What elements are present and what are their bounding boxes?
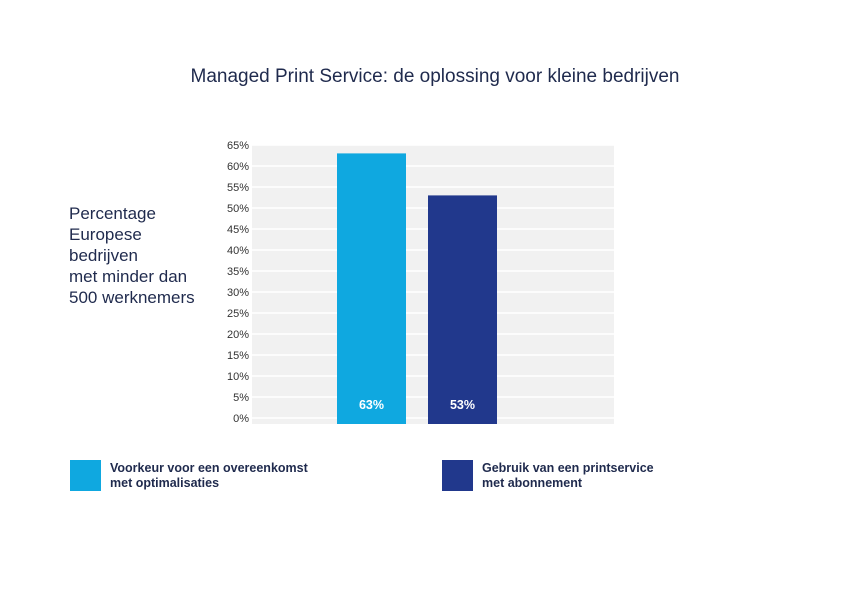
y-tick-label: 0% bbox=[233, 413, 249, 425]
legend-item-abonnement: Gebruik van een printservice met abonnem… bbox=[442, 460, 654, 491]
y-tick-label: 25% bbox=[227, 308, 249, 320]
legend-label-line: met optimalisaties bbox=[110, 476, 220, 490]
y-tick-label: 20% bbox=[227, 329, 249, 341]
y-tick-label: 50% bbox=[227, 203, 249, 215]
y-tick-label: 45% bbox=[227, 224, 249, 236]
y-tick-label: 5% bbox=[233, 392, 249, 404]
y-tick-label: 40% bbox=[227, 245, 249, 257]
y-axis-label-line: Percentage bbox=[69, 204, 156, 223]
bar-data-label: 53% bbox=[450, 398, 475, 412]
y-axis-label: Percentage Europese bedrijven met minder… bbox=[69, 203, 195, 308]
y-tick-label: 65% bbox=[227, 140, 249, 152]
legend-label-line: Gebruik van een printservice bbox=[482, 461, 654, 475]
y-axis-label-line: Europese bbox=[69, 225, 142, 244]
y-tick-label: 30% bbox=[227, 287, 249, 299]
y-axis-label-line: 500 werknemers bbox=[69, 288, 195, 307]
legend-swatch bbox=[442, 460, 473, 491]
y-tick-label: 10% bbox=[227, 371, 249, 383]
legend-label-line: Voorkeur voor een overeenkomst bbox=[110, 461, 308, 475]
y-tick-label: 55% bbox=[227, 182, 249, 194]
legend-item-optimalisaties: Voorkeur voor een overeenkomst met optim… bbox=[70, 460, 308, 491]
y-tick-label: 35% bbox=[227, 266, 249, 278]
chart-title: Managed Print Service: de oplossing voor… bbox=[190, 66, 680, 87]
y-axis-label-line: met minder dan bbox=[69, 267, 188, 286]
y-tick-label: 15% bbox=[227, 350, 249, 362]
legend-label-line: met abonnement bbox=[482, 476, 583, 490]
legend-swatch bbox=[70, 460, 101, 491]
bar bbox=[428, 195, 497, 424]
legend-label: Gebruik van een printservice met abonnem… bbox=[482, 461, 654, 491]
bar bbox=[337, 153, 406, 424]
y-tick-label: 60% bbox=[227, 161, 249, 173]
y-axis-label-line: bedrijven bbox=[69, 246, 138, 265]
bar-data-label: 63% bbox=[359, 398, 384, 412]
legend-label: Voorkeur voor een overeenkomst met optim… bbox=[110, 461, 308, 491]
